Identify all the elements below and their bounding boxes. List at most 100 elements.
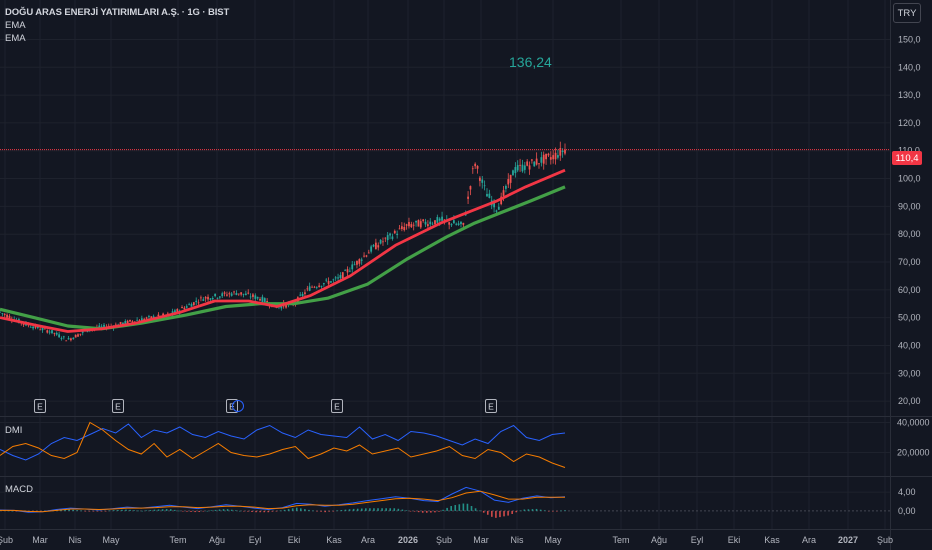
candle-body — [308, 286, 311, 291]
candle-body — [202, 299, 205, 301]
macd-histogram-bar — [458, 504, 461, 511]
candle-body — [426, 224, 429, 227]
macd-histogram-bar — [352, 508, 355, 511]
candle-body — [519, 164, 521, 166]
candle-body — [58, 334, 61, 338]
candle-body — [1, 313, 4, 315]
macd-histogram-bar — [385, 508, 387, 511]
x-tick-label: Ağu — [651, 535, 667, 545]
macd-histogram-bar — [474, 508, 477, 511]
macd-histogram-bar — [438, 510, 440, 512]
candle-body — [285, 303, 287, 308]
dmi-panel-label[interactable]: DMI — [5, 425, 23, 436]
last-price-tag: 110,4 — [892, 151, 922, 165]
candle-body — [455, 223, 458, 225]
time-axis[interactable]: Şub Mar Nis May Tem Ağu Eyl Eki Kas Ara 2026 Şub Mar… — [0, 535, 893, 545]
macd-histogram-bar — [491, 510, 493, 517]
candle-body — [467, 196, 469, 199]
macd-histogram-bar — [478, 510, 481, 512]
candle-body — [486, 193, 488, 197]
macd-histogram-bar — [499, 510, 501, 518]
x-tick-label: 2027 — [838, 535, 858, 545]
macd-histogram-bar — [137, 510, 140, 512]
macd-tick-label: 4,00 — [898, 487, 916, 497]
x-tick-label: Eki — [728, 535, 741, 545]
macd-histogram-bar — [76, 510, 79, 511]
candle-body — [545, 153, 547, 160]
macd-histogram-bar — [117, 510, 119, 511]
symbol-title[interactable]: DOĞU ARAS ENERJİ YATIRIMLARI A.Ş. · 1G ·… — [5, 7, 230, 18]
candle-body — [140, 318, 143, 322]
macd-histogram-bar — [178, 510, 180, 512]
candle-body — [256, 296, 259, 299]
macd-histogram-bar — [356, 508, 359, 511]
candle-body — [358, 259, 361, 264]
chart-grid — [0, 0, 890, 530]
macd-histogram-bar — [279, 510, 282, 512]
x-tick-label: Eyl — [691, 535, 704, 545]
candle-body — [341, 272, 344, 279]
y-tick-label: 110,0 — [898, 146, 920, 156]
macd-histogram-bar — [381, 508, 383, 511]
ema-fast-legend[interactable]: EMA — [5, 20, 26, 31]
y-tick-label: 130,0 — [898, 90, 921, 100]
candle-body — [360, 259, 363, 261]
price-axis[interactable]: 20,00 30,00 40,00 50,00 60,00 70,00 80,00 90,00… — [897, 34, 930, 515]
candle-body — [557, 155, 559, 158]
candle-body — [304, 292, 306, 294]
macd-histogram-bar — [11, 510, 13, 512]
x-tick-label: Kas — [326, 535, 342, 545]
ema-slow-legend[interactable]: EMA — [5, 33, 26, 44]
macd-histogram-bar — [169, 509, 172, 511]
macd-histogram-bar — [332, 510, 335, 512]
candle-body — [337, 277, 339, 279]
macd-histogram-bar — [96, 510, 99, 512]
dmi-plus-line — [0, 423, 566, 461]
candle-body — [171, 311, 174, 314]
candle-body — [488, 193, 491, 198]
candle-body — [542, 154, 545, 164]
candle-body — [221, 293, 224, 297]
candle-body — [372, 244, 375, 247]
x-tick-label: Şub — [436, 535, 452, 545]
candle-body — [6, 314, 8, 318]
y-tick-label: 120,0 — [898, 118, 921, 128]
macd-histogram-bar — [198, 510, 200, 513]
macd-histogram-bar — [72, 509, 74, 511]
candle-body — [450, 224, 453, 226]
macd-histogram-bar — [259, 510, 261, 513]
currency-button[interactable]: TRY — [893, 3, 921, 23]
macd-histogram-bar — [104, 510, 107, 512]
candle-body — [228, 293, 231, 295]
y-tick-label: 100,0 — [898, 174, 921, 184]
candle-body — [365, 255, 368, 257]
candle-body — [254, 295, 257, 299]
candle-body — [549, 157, 552, 160]
candle-body — [552, 155, 555, 160]
macd-histogram-bar — [125, 509, 127, 511]
candle-body — [422, 219, 425, 222]
macd-panel-label[interactable]: MACD — [5, 484, 33, 495]
candle-body — [561, 150, 564, 153]
macd-histogram-bar — [560, 510, 562, 512]
candle-body — [162, 313, 165, 316]
dmi-tick-label: 40,0000 — [897, 418, 930, 428]
x-tick-label: Şub — [0, 535, 13, 545]
macd-histogram-bar — [222, 509, 225, 511]
candle-body — [374, 242, 377, 250]
candle-body — [528, 165, 531, 170]
candle-body — [363, 255, 365, 257]
macd-histogram-bar — [365, 508, 367, 511]
x-tick-label: Ağu — [209, 535, 225, 545]
candle-body — [266, 301, 269, 303]
x-tick-label: May — [544, 535, 562, 545]
candle-body — [48, 331, 51, 333]
candle-body — [46, 330, 49, 333]
candle-body — [516, 165, 519, 171]
candle-body — [181, 307, 183, 309]
macd-histogram-bar — [291, 508, 294, 511]
macd-histogram-bar — [515, 510, 518, 513]
macd-histogram-bar — [145, 510, 148, 512]
